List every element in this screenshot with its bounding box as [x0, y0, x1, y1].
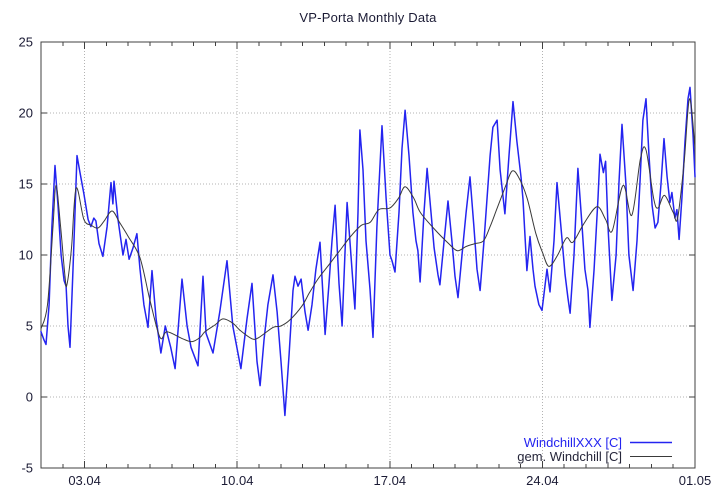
- legend-label: gem. Windchill [C]: [517, 449, 622, 464]
- x-axis-tick-label: 01.05: [679, 473, 712, 488]
- x-axis-tick-label: 10.04: [221, 473, 254, 488]
- y-axis-tick-label: 0: [26, 390, 33, 405]
- series-line-windchillxxx-c: [40, 86, 696, 417]
- x-axis-tick-label: 03.04: [68, 473, 101, 488]
- x-axis-tick-label: 17.04: [374, 473, 407, 488]
- legend-label: WindchillXXX [C]: [524, 435, 622, 450]
- series-line-gem-windchill-c: [40, 98, 696, 343]
- y-axis-tick-label: 20: [19, 106, 33, 121]
- y-axis-tick-label: -5: [21, 461, 33, 476]
- x-axis-tick-label: 24.04: [526, 473, 559, 488]
- chart-title: VP-Porta Monthly Data: [299, 10, 437, 25]
- y-axis-tick-label: 10: [19, 248, 33, 263]
- y-axis-tick-label: 25: [19, 35, 33, 50]
- y-axis-tick-label: 5: [26, 319, 33, 334]
- y-axis-tick-label: 15: [19, 177, 33, 192]
